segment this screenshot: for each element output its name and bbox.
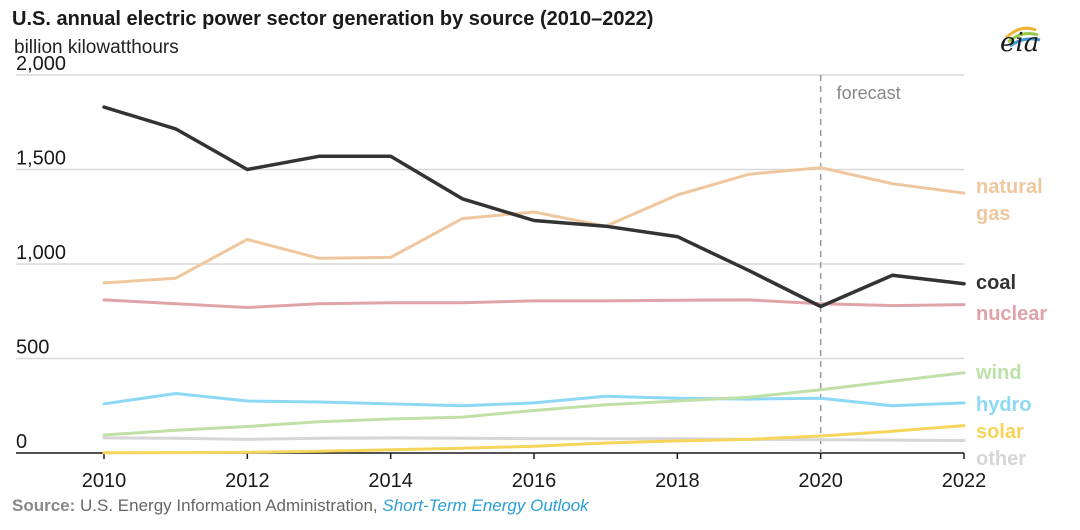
x-tick-label: 2010 [82, 470, 127, 492]
source-label: Source: [12, 496, 76, 515]
x-tick-label: 2016 [512, 470, 557, 492]
series-label-natural-gas: gas [976, 203, 1010, 225]
series-label-nuclear: nuclear [976, 303, 1047, 325]
y-tick-label: 1,000 [16, 242, 66, 264]
source-text: U.S. Energy Information Administration, [75, 496, 383, 515]
x-tick-label: 2014 [368, 470, 413, 492]
series-label-coal: coal [976, 272, 1016, 294]
y-tick-label: 0 [16, 431, 27, 453]
eia-logo-text: eia [1000, 28, 1040, 58]
series-label-hydro: hydro [976, 394, 1032, 416]
eia-logo: eia [996, 22, 1056, 62]
series-line-solar [102, 424, 966, 455]
series-line-nuclear [102, 298, 966, 309]
y-tick-label: 2,000 [16, 53, 66, 75]
source-note: Source: U.S. Energy Information Administ… [12, 496, 589, 516]
y-tick-label: 1,500 [16, 148, 66, 170]
chart-subtitle: billion kilowatthours [14, 37, 179, 58]
series-label-other: other [976, 448, 1026, 470]
series-line-wind [102, 371, 966, 437]
x-tick-label: 2020 [798, 470, 843, 492]
series-line-natural-gas [102, 166, 966, 285]
series-label-solar: solar [976, 421, 1024, 443]
forecast-label: forecast [837, 83, 901, 103]
series-line-coal [102, 105, 966, 309]
series-line-other [102, 436, 966, 442]
x-tick-label: 2012 [225, 470, 270, 492]
x-tick-label: 2018 [655, 470, 700, 492]
series-label-natural-gas: natural [976, 176, 1043, 198]
y-tick-label: 500 [16, 337, 49, 359]
series-line-hydro [102, 392, 966, 408]
chart-title: U.S. annual electric power sector genera… [12, 8, 654, 30]
series-label-wind: wind [975, 362, 1022, 384]
source-link[interactable]: Short-Term Energy Outlook [382, 496, 589, 515]
x-tick-label: 2022 [942, 470, 987, 492]
eia-logo-arc-icon [1004, 26, 1041, 48]
